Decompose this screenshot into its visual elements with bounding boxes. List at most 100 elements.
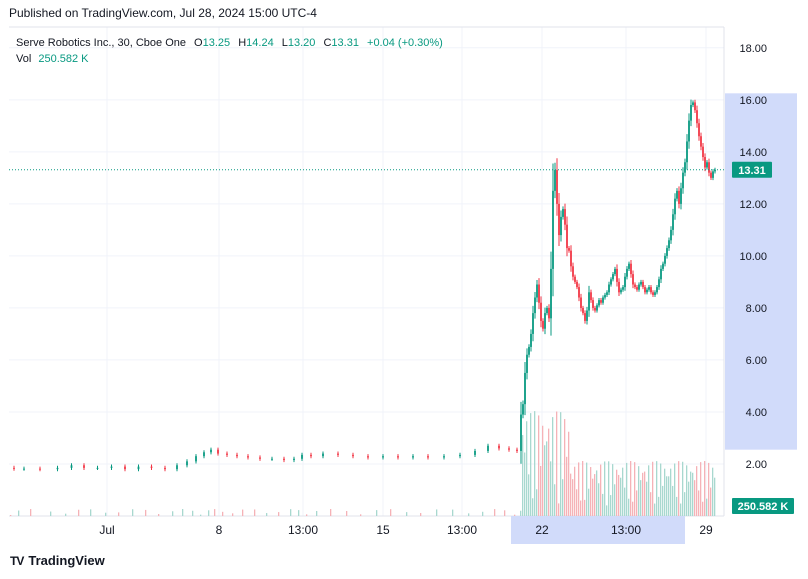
candle-body-up — [544, 313, 546, 329]
volume-bar-up — [656, 461, 658, 516]
volume-bar-down — [708, 462, 710, 516]
volume-bar-down — [538, 415, 540, 516]
candle-body-up — [552, 190, 554, 269]
candle-body-up — [524, 372, 526, 405]
candle-body-up — [602, 297, 604, 303]
volume-bar-up — [522, 435, 524, 516]
volume-bar-down — [574, 466, 576, 516]
volume-bar-up — [646, 481, 648, 516]
volume-bar-down — [514, 514, 516, 516]
last-price-label: 13.31 — [738, 165, 766, 177]
candle-body-up — [110, 466, 113, 468]
volume-bar-up — [614, 484, 616, 516]
candle-body-down — [652, 292, 654, 295]
volume-bar-up — [612, 464, 614, 516]
volume-bar-up — [686, 465, 688, 516]
volume-bar-up — [544, 445, 546, 516]
volume-bar-down — [618, 474, 620, 516]
candle-body-up — [640, 281, 642, 285]
volume-bar-up — [610, 495, 612, 516]
candle-body-up — [686, 141, 688, 163]
candle-body-up — [546, 307, 548, 314]
candle-body-down — [584, 313, 586, 321]
volume-bar-up — [690, 471, 692, 516]
candle-body-down — [83, 465, 85, 468]
volume-bar-up — [654, 503, 656, 516]
legend-open-value: 13.25 — [202, 37, 231, 49]
volume-bar-down — [572, 479, 574, 516]
volume-bar-down — [360, 514, 362, 516]
candle-body-up — [562, 209, 564, 217]
volume-bar-down — [145, 509, 147, 516]
volume-bar-down — [390, 509, 392, 516]
candle-body-up — [137, 466, 140, 470]
brand-name: TradingView — [28, 553, 105, 568]
volume-bar-up — [528, 474, 530, 516]
volume-bar-down — [548, 428, 550, 516]
candle-body-up — [520, 414, 522, 451]
candle-body-up — [588, 292, 590, 311]
volume-bar-down — [158, 514, 160, 516]
candle-body-down — [516, 449, 518, 451]
candle-body-up — [596, 305, 598, 311]
candle-body-up — [293, 458, 295, 461]
candle-body-down — [13, 467, 15, 469]
price-axis-label: 8.00 — [746, 303, 767, 315]
candle-body-down — [352, 454, 354, 457]
candle-body-up — [606, 292, 608, 295]
candle-body-up — [690, 105, 692, 121]
volume-bar-up — [200, 514, 202, 516]
volume-bar-down — [578, 462, 580, 516]
candle-body-down — [564, 209, 566, 225]
volume-bar-up — [648, 465, 650, 516]
candle-body-up — [586, 310, 588, 321]
candle-body-up — [658, 279, 660, 288]
candle-body-up — [301, 454, 303, 459]
candle-body-up — [604, 294, 606, 298]
candle-body-up — [628, 263, 630, 269]
volume-bar-up — [676, 496, 678, 516]
volume-bar-up — [626, 462, 628, 516]
volume-bar-up — [482, 511, 484, 516]
volume-bar-down — [278, 512, 280, 516]
candle-body-up — [96, 467, 99, 469]
volume-bar-down — [306, 514, 308, 516]
volume-bar-up — [534, 411, 536, 516]
volume-bar-up — [550, 461, 552, 516]
volume-bar-up — [172, 511, 174, 516]
volume-bar-down — [644, 471, 646, 516]
volume-bar-up — [668, 476, 670, 516]
legend-volume-row: Vol 250.582 K — [16, 51, 443, 67]
volume-bar-down — [494, 509, 496, 516]
volume-bar-up — [468, 513, 470, 516]
candle-body-down — [632, 274, 634, 285]
candle-body-down — [710, 172, 712, 178]
volume-bar-up — [658, 496, 660, 516]
candle-body-up — [322, 453, 324, 457]
candle-body-down — [570, 250, 572, 267]
candle-body-down — [337, 453, 339, 455]
volume-bar-down — [698, 490, 700, 516]
legend-volume-label: Vol — [16, 53, 32, 65]
time-axis-label: Jul — [99, 523, 114, 537]
tradingview-brand[interactable]: TV TradingView — [10, 553, 105, 568]
volume-bar-up — [606, 505, 608, 516]
candle-body-up — [522, 404, 524, 415]
legend-low-label: L — [281, 37, 288, 49]
volume-bar-up — [662, 485, 664, 516]
candle-body-up — [56, 467, 59, 470]
candle-body-up — [382, 456, 384, 458]
candle-body-down — [694, 102, 696, 111]
candle-body-up — [530, 333, 532, 347]
volume-bar-down — [254, 509, 256, 516]
candle-body-up — [664, 255, 666, 264]
volume-bar-up — [602, 493, 604, 516]
candle-body-down — [600, 300, 602, 303]
volume-bar-up — [714, 477, 716, 516]
candle-body-up — [459, 454, 461, 457]
candle-body-up — [608, 284, 610, 293]
volume-bar-up — [192, 510, 194, 516]
candle-body-down — [594, 307, 596, 311]
candle-body-down — [650, 287, 652, 293]
